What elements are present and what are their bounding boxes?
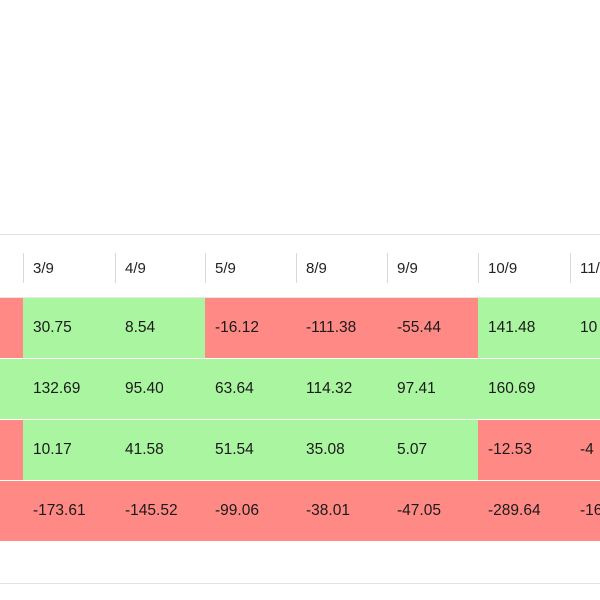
table-top-divider: [0, 234, 600, 235]
table-row: 30.75 8.54 -16.12 -111.38 -55.44 141.48 10: [0, 298, 600, 359]
column-header[interactable]: 9/9: [387, 241, 478, 297]
table-header-row: 3/9 4/9 5/9 8/9 9/9 10/9 11/: [0, 241, 600, 298]
table-cell: -173.61: [23, 481, 115, 541]
table-cell: -4: [570, 420, 600, 480]
column-header[interactable]: 10/9: [478, 241, 570, 297]
table-cell: [0, 481, 23, 541]
column-header[interactable]: 4/9: [115, 241, 205, 297]
table-row: 10.17 41.58 51.54 35.08 5.07 -12.53 -4: [0, 420, 600, 481]
table-cell: 141.48: [478, 298, 570, 358]
table-cell: 35.08: [296, 420, 387, 480]
table-cell: 30.75: [23, 298, 115, 358]
column-header[interactable]: [0, 241, 23, 297]
table-cell: 8.54: [115, 298, 205, 358]
table-cell: 10: [570, 298, 600, 358]
table-cell: -16.12: [205, 298, 296, 358]
table-row: 132.69 95.40 63.64 114.32 97.41 160.69: [0, 359, 600, 420]
table-cell: -12.53: [478, 420, 570, 480]
table-cell: -38.01: [296, 481, 387, 541]
table-cell: 51.54: [205, 420, 296, 480]
table-cell: -55.44: [387, 298, 478, 358]
column-header[interactable]: 5/9: [205, 241, 296, 297]
column-header[interactable]: 8/9: [296, 241, 387, 297]
table-cell: -145.52: [115, 481, 205, 541]
table-cell: 132.69: [23, 359, 115, 419]
table-cell: 97.41: [387, 359, 478, 419]
table-cell: 5.07: [387, 420, 478, 480]
table-cell: -16: [570, 481, 600, 541]
column-header[interactable]: 11/: [570, 241, 600, 297]
table-cell: -111.38: [296, 298, 387, 358]
table-cell: -47.05: [387, 481, 478, 541]
table-cell: 41.58: [115, 420, 205, 480]
table-bottom-divider: [0, 583, 600, 584]
table-row: -173.61 -145.52 -99.06 -38.01 -47.05 -289.64-…: [0, 481, 600, 542]
table-cell: 10.17: [23, 420, 115, 480]
table-cell: 63.64: [205, 359, 296, 419]
table-cell: -289.64: [478, 481, 570, 541]
table-cell: 114.32: [296, 359, 387, 419]
data-table: 3/9 4/9 5/9 8/9 9/9 10/9 11/ 30.75 8.54 -16.12 -1…: [0, 241, 600, 542]
table-body: 30.75 8.54 -16.12 -111.38 -55.44 141.48 10 132.…: [0, 298, 600, 542]
table-cell: [0, 298, 23, 358]
table-cell: 95.40: [115, 359, 205, 419]
table-cell: [570, 359, 600, 419]
column-header[interactable]: 3/9: [23, 241, 115, 297]
table-cell: [0, 359, 23, 419]
table-cell: [0, 420, 23, 480]
table-cell: -99.06: [205, 481, 296, 541]
table-cell: 160.69: [478, 359, 570, 419]
